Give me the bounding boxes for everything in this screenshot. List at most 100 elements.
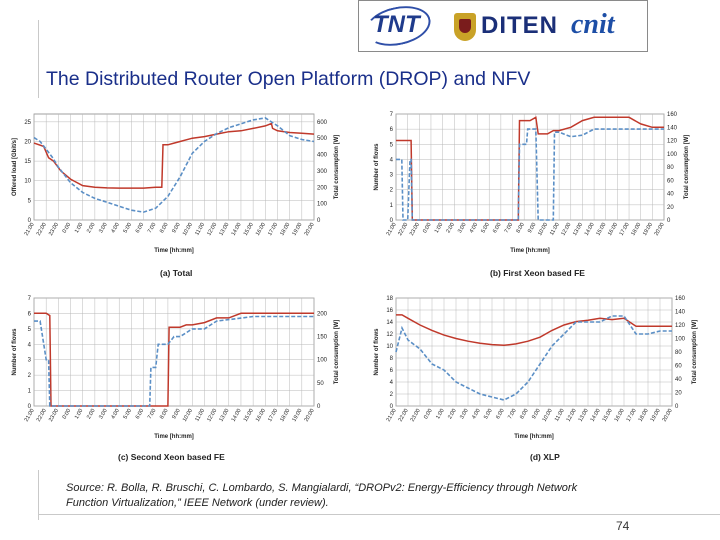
x-tick-label: 21:00 [24,222,36,237]
y-tick-label: 6 [28,311,32,317]
x-tick-label: 13:00 [218,222,230,237]
x-tick-label: 21:00 [386,408,398,423]
x-tick-label: 7:00 [507,408,518,420]
x-tick-label: 2:00 [447,408,458,420]
y-tick-label: 7 [28,296,32,302]
x-tick-label: 22:00 [398,408,410,423]
y2-tick-label: 200 [317,311,328,317]
y-tick-label: 7 [390,112,394,118]
plot-area-2 [33,297,315,407]
x-tick-label: 15:00 [602,408,614,423]
x-tick-label: 18:00 [630,222,642,237]
x-tick-label: 17:00 [626,408,638,423]
y-tick-label: 25 [24,120,31,126]
y-axis-label: Offered load [Gbit/s] [12,138,18,196]
x-axis-label: Time [hh:mm] [154,248,194,254]
x-tick-label: 6:00 [492,222,503,234]
y2-tick-label: 500 [317,136,328,142]
x-tick-label: 17:00 [619,222,631,237]
x-tick-label: 9:00 [171,222,182,234]
y2-tick-label: 40 [675,377,682,383]
x-tick-label: 15:00 [243,222,255,237]
plot-area-0 [33,113,315,221]
x-tick-label: 7:00 [147,408,158,420]
x-tick-label: 22:00 [36,222,48,237]
y-tick-label: 3 [28,358,32,364]
x-tick-label: 20:00 [304,222,316,237]
chart-caption: (d) XLP [530,452,560,462]
x-tick-label: 3:00 [98,408,109,420]
x-tick-label: 7:00 [147,222,158,234]
x-tick-label: 14:00 [584,222,596,237]
tnt-logo: TNT [373,11,420,38]
x-tick-label: 5:00 [480,222,491,234]
y2-tick-label: 20 [675,391,682,397]
x-tick-label: 16:00 [607,222,619,237]
x-tick-label: 18:00 [279,222,291,237]
x-tick-label: 11:00 [194,408,206,423]
y2-axis-label: Total consumption [W] [684,135,690,200]
x-tick-label: 12:00 [566,408,578,423]
y2-tick-label: 60 [667,178,674,184]
y-tick-label: 8 [390,356,394,362]
solid-series-line [396,314,672,347]
y-tick-label: 1 [28,389,32,395]
y2-tick-label: 150 [317,334,328,340]
x-tick-label: 6:00 [135,408,146,420]
x-axis-label: Time [hh:mm] [514,434,554,440]
y-tick-label: 5 [390,142,394,148]
x-tick-label: 8:00 [159,222,170,234]
bottom-rule [38,514,720,515]
x-tick-label: 4:00 [471,408,482,420]
x-tick-label: 3:00 [457,222,468,234]
y-tick-label: 0 [28,404,32,410]
cnit-logo: cnit [571,9,615,40]
y-axis-label: Number of flows [374,143,380,191]
dashed-series-line [395,315,672,401]
y2-tick-label: 0 [667,218,671,224]
y-tick-label: 2 [390,188,394,194]
slide-title: The Distributed Router Open Platform (DR… [46,68,531,90]
y2-tick-label: 0 [675,404,679,410]
x-tick-label: 0:00 [423,408,434,420]
y-tick-label: 16 [386,308,393,314]
y-tick-label: 14 [386,320,393,326]
x-tick-label: 19:00 [650,408,662,423]
x-tick-label: 5:00 [123,408,134,420]
x-tick-label: 4:00 [110,408,121,420]
y-tick-label: 20 [24,139,31,145]
x-tick-label: 3:00 [98,222,109,234]
x-tick-label: 22:00 [397,222,409,237]
x-tick-label: 1:00 [74,222,85,234]
x-tick-label: 17:00 [267,408,279,423]
x-tick-label: 17:00 [267,222,279,237]
y2-tick-label: 400 [317,153,328,159]
x-tick-label: 16:00 [614,408,626,423]
y-tick-label: 4 [390,157,394,163]
plot-area-3 [395,297,673,407]
y2-tick-label: 100 [317,202,328,208]
charts-figure: 21:00 22:00 23:00 0:00 1:00 2:00 3:00 4:00 5:00 6… [0,98,720,470]
x-tick-label: 21:00 [24,408,36,423]
x-tick-label: 18:00 [638,408,650,423]
y2-tick-label: 60 [675,364,682,370]
y2-tick-label: 100 [317,358,328,364]
x-tick-label: 7:00 [504,222,515,234]
x-tick-label: 8:00 [515,222,526,234]
x-tick-label: 14:00 [231,222,243,237]
y-tick-label: 3 [390,173,394,179]
x-tick-label: 12:00 [206,408,218,423]
x-tick-label: 23:00 [410,408,422,423]
source-citation: Source: R. Bolla, R. Bruschi, C. Lombard… [66,481,666,511]
y-tick-label: 1 [390,203,394,209]
x-tick-label: 20:00 [654,222,666,237]
y2-tick-label: 200 [317,185,328,191]
y2-axis-label: Total consumption [W] [334,135,340,200]
x-tick-label: 16:00 [255,222,267,237]
y2-tick-label: 160 [675,296,686,302]
x-tick-label: 0:00 [62,408,73,420]
source-line-2: Function Virtualization,” IEEE Network (… [66,497,329,509]
y-tick-label: 0 [390,404,394,410]
x-tick-label: 12:00 [206,222,218,237]
dashed-series-line [33,117,315,213]
